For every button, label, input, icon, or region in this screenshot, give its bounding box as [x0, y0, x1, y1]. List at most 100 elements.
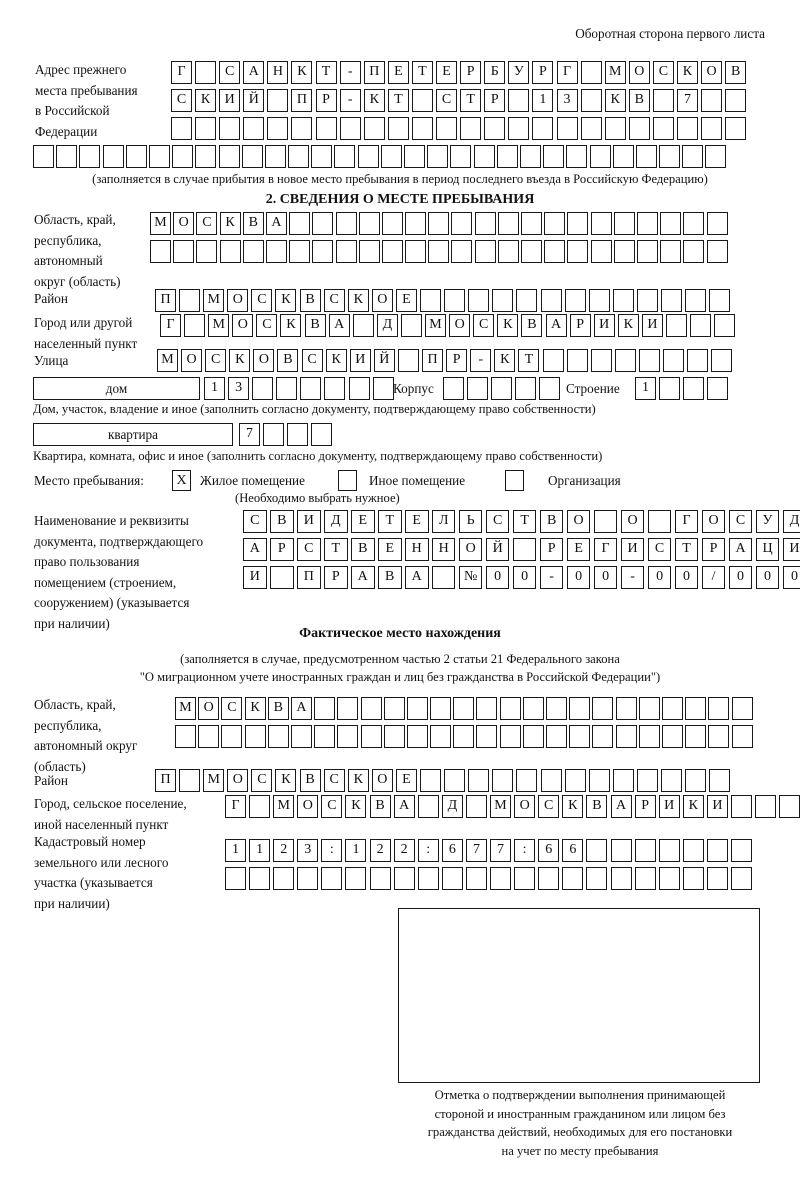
comb-cell[interactable]: 7 [239, 423, 260, 446]
comb-cell[interactable] [173, 240, 195, 263]
comb-cell[interactable]: К [676, 61, 698, 84]
comb-cell[interactable] [219, 240, 241, 263]
comb-cell[interactable] [544, 212, 566, 235]
comb-cell[interactable] [661, 725, 683, 748]
comb-cell[interactable] [562, 867, 584, 890]
comb-cell[interactable]: Е [566, 538, 591, 561]
comb-cell[interactable] [546, 725, 567, 748]
comb-cell[interactable] [588, 289, 610, 312]
comb-cell[interactable]: В [377, 566, 402, 589]
comb-cell[interactable]: К [229, 349, 251, 372]
comb-cell[interactable] [708, 725, 730, 748]
comb-cell[interactable]: А [290, 697, 312, 720]
comb-cell[interactable]: 2 [393, 839, 415, 862]
comb-cell[interactable] [225, 867, 246, 890]
comb-cell[interactable] [676, 117, 698, 140]
comb-cell[interactable]: А [265, 212, 287, 235]
comb-cell[interactable] [497, 212, 519, 235]
comb-cell[interactable]: 0 [782, 566, 800, 589]
checkbox-organizatsiya[interactable] [505, 470, 524, 491]
comb-cell[interactable] [683, 377, 705, 400]
comb-cell[interactable] [634, 839, 656, 862]
comb-cell[interactable] [569, 697, 591, 720]
comb-cell[interactable] [725, 117, 747, 140]
comb-cell[interactable]: О [371, 769, 393, 792]
comb-cell[interactable] [610, 839, 632, 862]
comb-cell[interactable]: Ь [458, 510, 483, 533]
comb-cell[interactable] [417, 867, 439, 890]
comb-cell[interactable] [339, 117, 361, 140]
comb-cell[interactable]: К [275, 289, 297, 312]
checkbox-zhiloe-pomeshchenie[interactable]: Х [172, 470, 191, 491]
comb-cell[interactable]: О [449, 314, 471, 337]
comb-cell[interactable]: М [203, 769, 225, 792]
comb-cell[interactable] [269, 566, 294, 589]
comb-cell[interactable] [417, 795, 439, 818]
comb-cell[interactable] [79, 145, 101, 168]
comb-cell[interactable]: С [196, 212, 218, 235]
comb-cell[interactable] [652, 89, 674, 112]
comb-cell[interactable]: Р [315, 89, 337, 112]
comb-cell[interactable] [659, 377, 681, 400]
comb-cell[interactable] [589, 145, 611, 168]
comb-cell[interactable]: Г [225, 795, 246, 818]
comb-cell[interactable] [725, 89, 747, 112]
comb-cell[interactable]: А [404, 566, 429, 589]
comb-cell[interactable]: Т [323, 538, 348, 561]
comb-cell[interactable] [315, 117, 337, 140]
comb-cell[interactable] [369, 867, 391, 890]
comb-cell[interactable] [638, 725, 660, 748]
comb-cell[interactable] [647, 510, 672, 533]
comb-cell[interactable] [612, 145, 634, 168]
comb-cell[interactable] [508, 117, 530, 140]
comb-cell[interactable]: Е [395, 769, 417, 792]
comb-cell[interactable] [499, 725, 521, 748]
comb-cell[interactable]: 3 [228, 377, 250, 400]
comb-cell[interactable] [196, 240, 218, 263]
comb-cell[interactable] [453, 697, 475, 720]
comb-cell[interactable] [490, 867, 512, 890]
stamp-area-box[interactable] [398, 908, 760, 1083]
comb-cell[interactable] [219, 117, 241, 140]
comb-cell[interactable]: С [301, 349, 323, 372]
comb-cell[interactable] [706, 867, 728, 890]
comb-cell[interactable] [634, 867, 656, 890]
comb-cell[interactable]: М [490, 795, 512, 818]
comb-cell[interactable]: О [297, 795, 319, 818]
comb-cell[interactable]: Т [518, 349, 540, 372]
comb-cell[interactable] [636, 212, 658, 235]
comb-cell[interactable]: П [296, 566, 321, 589]
comb-cell[interactable]: П [155, 289, 176, 312]
comb-cell[interactable] [706, 240, 728, 263]
comb-cell[interactable] [311, 423, 333, 446]
comb-cell[interactable]: О [371, 289, 393, 312]
comb-cell[interactable]: Е [350, 510, 375, 533]
comb-cell[interactable] [610, 867, 632, 890]
comb-cell[interactable]: В [725, 61, 747, 84]
comb-cell[interactable] [613, 212, 635, 235]
comb-cell[interactable]: К [244, 697, 266, 720]
comb-cell[interactable] [56, 145, 78, 168]
comb-cell[interactable] [252, 377, 274, 400]
comb-cell[interactable]: С [296, 538, 321, 561]
comb-cell[interactable]: Е [436, 61, 458, 84]
comb-cell[interactable] [516, 769, 538, 792]
comb-cell[interactable] [660, 289, 682, 312]
comb-cell[interactable]: В [269, 510, 294, 533]
comb-cell[interactable] [544, 240, 566, 263]
comb-cell[interactable]: 1 [249, 839, 271, 862]
comb-cell[interactable] [337, 725, 359, 748]
comb-cell[interactable]: У [508, 61, 530, 84]
comb-cell[interactable]: Р [446, 349, 468, 372]
comb-cell[interactable] [171, 117, 192, 140]
comb-cell[interactable] [474, 212, 496, 235]
comb-cell[interactable]: 2 [369, 839, 391, 862]
comb-cell[interactable] [604, 117, 626, 140]
comb-cell[interactable] [556, 117, 578, 140]
comb-cell[interactable] [683, 212, 705, 235]
comb-cell[interactable] [492, 769, 514, 792]
comb-cell[interactable] [779, 795, 800, 818]
comb-cell[interactable]: Й [485, 538, 510, 561]
